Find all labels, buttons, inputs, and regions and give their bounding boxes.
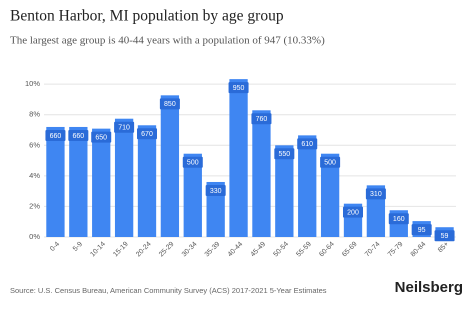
data-label: 610 xyxy=(301,141,313,148)
data-label: 660 xyxy=(50,133,62,140)
y-tick-label: 8% xyxy=(29,110,40,119)
data-label: 330 xyxy=(210,188,222,195)
data-label-box xyxy=(320,156,341,168)
data-label-box xyxy=(411,224,432,236)
x-tick-label: 35-39 xyxy=(204,241,222,259)
data-label-box xyxy=(159,98,180,110)
bar xyxy=(69,126,88,237)
brand-logo: Neilsberg xyxy=(395,279,463,296)
x-tick-label: 25-29 xyxy=(158,241,176,259)
y-tick-label: 6% xyxy=(29,140,40,149)
x-tick-label: 20-24 xyxy=(135,241,153,259)
bar xyxy=(46,126,65,237)
source: Source: U.S. Census Bureau, American Com… xyxy=(10,286,327,295)
y-tick-label: 2% xyxy=(29,201,40,210)
data-label: 200 xyxy=(347,210,359,217)
chart-title: Benton Harbor, MI population by age grou… xyxy=(10,8,284,25)
data-label-box xyxy=(68,129,89,141)
data-label: 650 xyxy=(95,134,107,141)
x-tick-label: 0-4 xyxy=(49,241,61,253)
x-tick-label: 5-9 xyxy=(72,241,84,253)
data-label-box xyxy=(434,230,455,242)
bar xyxy=(183,153,202,237)
x-tick-label: 55-59 xyxy=(295,241,313,259)
data-label-box xyxy=(114,121,135,133)
data-label-box xyxy=(45,129,66,141)
y-tick-label: 0% xyxy=(29,232,40,241)
x-tick-label: 30-34 xyxy=(181,241,199,259)
data-label-box xyxy=(365,188,386,200)
bar xyxy=(92,128,111,237)
data-label: 660 xyxy=(72,133,84,140)
x-tick-label: 15-19 xyxy=(112,241,130,259)
data-label-box xyxy=(343,206,363,218)
x-tick-label: 60-64 xyxy=(318,241,336,259)
data-label-box xyxy=(91,131,112,143)
bar xyxy=(298,135,317,237)
y-tick-label: 4% xyxy=(29,171,40,180)
data-label-box xyxy=(388,213,409,225)
x-tick-label: 75-79 xyxy=(387,241,405,259)
bar xyxy=(320,153,340,237)
data-label: 710 xyxy=(118,125,130,132)
data-label-box xyxy=(297,138,318,150)
bar xyxy=(229,79,248,238)
bar xyxy=(160,95,180,237)
x-tick-label: 85+ xyxy=(437,241,450,254)
data-label: 850 xyxy=(164,101,176,108)
bar xyxy=(114,118,134,237)
data-label: 59 xyxy=(441,233,449,240)
data-label: 670 xyxy=(141,131,153,138)
x-tick-label: 40-44 xyxy=(227,241,245,259)
x-tick-label: 80-84 xyxy=(410,241,428,259)
data-label: 160 xyxy=(393,216,405,223)
data-label-box xyxy=(137,128,157,140)
bar xyxy=(252,110,271,237)
data-label: 95 xyxy=(418,227,426,234)
x-tick-label: 10-14 xyxy=(89,241,107,259)
bar xyxy=(137,125,157,237)
data-label-box xyxy=(205,184,226,196)
x-tick-label: 65-69 xyxy=(341,241,359,259)
x-tick-label: 70-74 xyxy=(364,241,382,259)
chart-subtitle: The largest age group is 40-44 years wit… xyxy=(10,35,325,47)
data-label-box xyxy=(182,156,203,168)
data-label: 500 xyxy=(324,160,336,167)
x-tick-label: 45-49 xyxy=(250,241,268,259)
data-label-box xyxy=(228,82,249,94)
x-tick-label: 50-54 xyxy=(272,241,290,259)
data-label-box xyxy=(251,113,272,125)
data-label: 550 xyxy=(278,151,290,158)
data-label: 310 xyxy=(370,191,382,198)
data-label-box xyxy=(274,148,295,160)
data-label: 950 xyxy=(233,85,245,92)
y-tick-label: 10% xyxy=(25,79,40,88)
data-label: 760 xyxy=(256,116,268,123)
bar xyxy=(275,145,294,237)
data-label: 500 xyxy=(187,160,199,167)
